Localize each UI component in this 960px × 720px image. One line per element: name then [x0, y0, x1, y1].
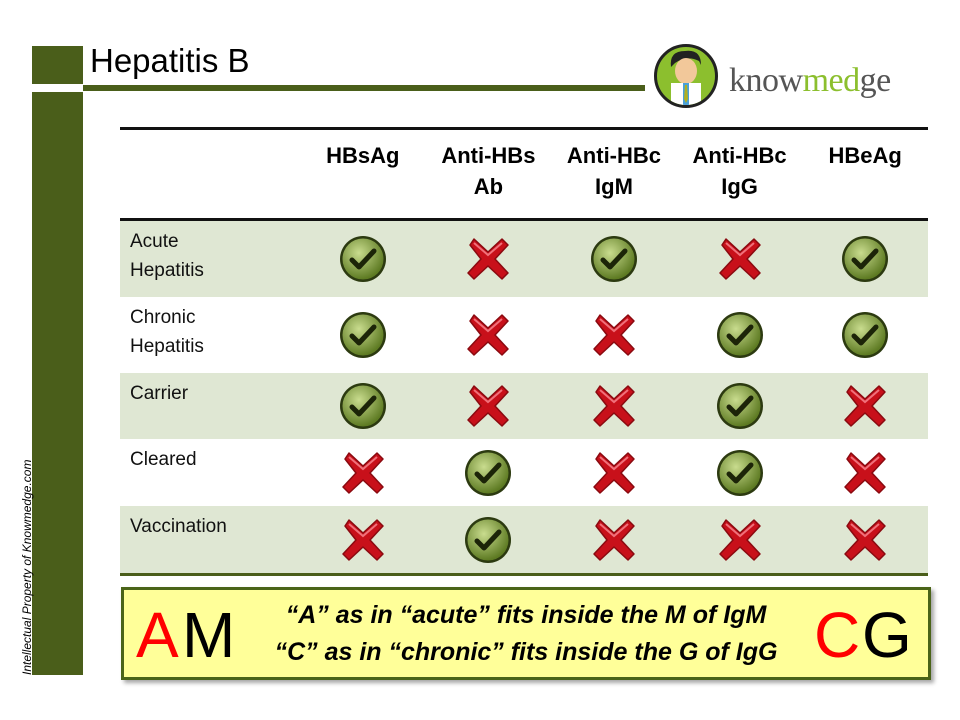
check-circle-icon: [677, 380, 803, 432]
red-x-icon: [551, 309, 677, 361]
red-x-icon: [802, 380, 928, 432]
column-header-line1: Anti-HBs: [441, 143, 536, 168]
row-label: Cleared: [120, 439, 300, 474]
hepatitis-b-serology-table: HBsAg Anti-HBs Ab Anti-HBc IgM Anti-HBc IgG HBe…: [120, 127, 928, 576]
table-row: Carrier: [120, 373, 928, 439]
column-header: HBeAg: [802, 130, 928, 171]
red-x-icon: [300, 447, 426, 499]
watermark-label: Intellectual Property of Knowmedge.com: [20, 459, 34, 675]
row-label-line2: Hepatitis: [130, 336, 204, 357]
doctor-mascot-icon: [654, 44, 718, 108]
mnemonic-line-2: “C” as in “chronic” fits inside the G of…: [274, 638, 778, 666]
column-header-line1: Anti-HBc: [566, 143, 662, 168]
red-x-icon: [677, 233, 803, 285]
table-row: Chronic Hepatitis: [120, 297, 928, 373]
row-label-line1: Chronic: [130, 307, 196, 328]
knowmedge-logo: knowmedge: [654, 38, 904, 114]
check-circle-icon: [802, 309, 928, 361]
mnemonic-letter-g: G: [862, 599, 912, 671]
check-circle-icon: [300, 309, 426, 361]
table-header-rule: [120, 218, 928, 221]
mnemonic-letter-m: M: [182, 599, 236, 671]
red-x-icon: [426, 380, 552, 432]
red-x-icon: [300, 514, 426, 566]
column-header-line1: Anti-HBc: [692, 143, 787, 168]
row-label: Vaccination: [120, 506, 300, 541]
red-x-icon: [802, 447, 928, 499]
mnemonic-callout: A M “A” as in “acute” fits inside the M …: [121, 587, 931, 680]
check-circle-icon: [300, 233, 426, 285]
table-bottom-rule: [120, 573, 928, 576]
table-header: HBsAg Anti-HBs Ab Anti-HBc IgM Anti-HBc IgG HBe…: [120, 130, 928, 218]
red-x-icon: [677, 514, 803, 566]
column-header-line1: HBsAg: [326, 143, 400, 168]
row-label-line1: Carrier: [130, 383, 189, 404]
check-circle-icon: [677, 447, 803, 499]
row-label-line2: Hepatitis: [130, 260, 204, 281]
table-body: Acute Hepatitis Chronic Hepatitis Carrier Cle…: [120, 221, 928, 573]
table-row: Acute Hepatitis: [120, 221, 928, 297]
column-header: Anti-HBc IgM: [551, 130, 677, 202]
column-header-line2: IgG: [721, 174, 758, 199]
title-underline: [83, 85, 645, 91]
column-header: HBsAg: [300, 130, 426, 171]
slide-title: Hepatitis B: [90, 42, 250, 79]
check-circle-icon: [426, 447, 552, 499]
row-label-line1: Acute: [130, 231, 179, 252]
red-x-icon: [426, 309, 552, 361]
mnemonic-letter-a: A: [136, 599, 179, 671]
check-circle-icon: [677, 309, 803, 361]
title-accent-square: [32, 46, 83, 84]
red-x-icon: [551, 380, 677, 432]
column-header: Anti-HBc IgG: [677, 130, 803, 202]
mnemonic-letter-c: C: [814, 599, 861, 671]
check-circle-icon: [426, 514, 552, 566]
table-top-rule: [120, 127, 928, 130]
row-label: Carrier: [120, 373, 300, 408]
table-row: Cleared: [120, 439, 928, 506]
logo-wordmark: knowmedge: [729, 62, 891, 99]
column-header: Anti-HBs Ab: [426, 130, 552, 202]
row-label-line1: Cleared: [130, 449, 197, 470]
column-header-line2: IgM: [595, 174, 633, 199]
side-accent-bar: [32, 92, 83, 675]
column-header-line2: Ab: [473, 174, 504, 199]
red-x-icon: [551, 447, 677, 499]
row-label: Chronic Hepatitis: [120, 297, 300, 361]
red-x-icon: [426, 233, 552, 285]
mnemonic-line-1: “A” as in “acute” fits inside the M of I…: [285, 601, 767, 629]
red-x-icon: [802, 514, 928, 566]
check-circle-icon: [802, 233, 928, 285]
row-label-line1: Vaccination: [130, 516, 227, 537]
red-x-icon: [551, 514, 677, 566]
check-circle-icon: [300, 380, 426, 432]
table-row: Vaccination: [120, 506, 928, 573]
column-header-line1: HBeAg: [828, 143, 902, 168]
row-label: Acute Hepatitis: [120, 221, 300, 285]
check-circle-icon: [551, 233, 677, 285]
